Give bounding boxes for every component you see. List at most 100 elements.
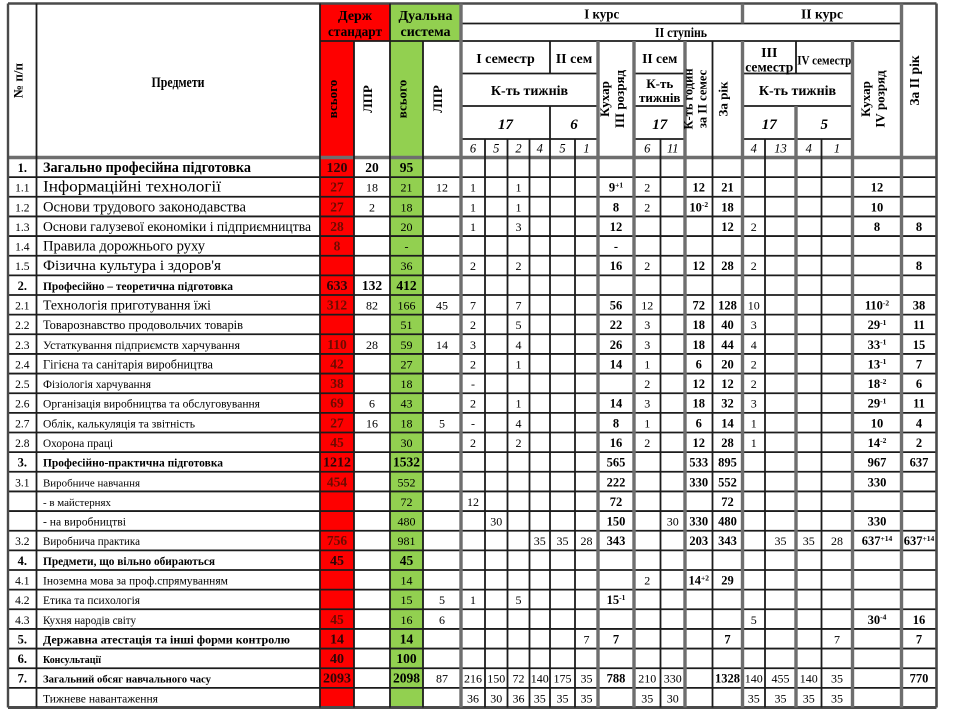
svg-text:К-ть: К-ть bbox=[646, 76, 673, 91]
svg-text:2: 2 bbox=[470, 259, 476, 273]
svg-text:К-ть тижнів: К-ть тижнів bbox=[759, 84, 837, 99]
svg-text:28: 28 bbox=[721, 259, 734, 273]
svg-text:480: 480 bbox=[398, 515, 416, 529]
svg-text:5: 5 bbox=[751, 613, 757, 627]
svg-text:56: 56 bbox=[610, 299, 623, 313]
svg-text:72: 72 bbox=[610, 495, 623, 509]
svg-text:6: 6 bbox=[570, 117, 578, 133]
svg-text:2: 2 bbox=[644, 181, 650, 195]
svg-text:5.: 5. bbox=[18, 632, 27, 646]
svg-text:3: 3 bbox=[516, 220, 522, 234]
svg-text:2: 2 bbox=[751, 220, 757, 234]
svg-text:637: 637 bbox=[910, 456, 929, 470]
svg-text:Предмети: Предмети bbox=[152, 75, 205, 91]
svg-text:18: 18 bbox=[693, 338, 706, 352]
svg-text:12: 12 bbox=[436, 181, 448, 195]
svg-text:1: 1 bbox=[470, 220, 476, 234]
svg-text:21: 21 bbox=[401, 181, 413, 195]
svg-text:1328: 1328 bbox=[715, 672, 740, 686]
svg-text:32: 32 bbox=[721, 397, 734, 411]
svg-text:1: 1 bbox=[644, 357, 650, 371]
svg-text:4.: 4. bbox=[18, 554, 27, 568]
svg-text:35: 35 bbox=[534, 534, 546, 548]
svg-text:4.2: 4.2 bbox=[15, 595, 30, 607]
svg-text:12: 12 bbox=[693, 436, 706, 450]
svg-text:8: 8 bbox=[613, 416, 619, 430]
svg-text:1: 1 bbox=[470, 593, 476, 607]
svg-text:150: 150 bbox=[487, 672, 505, 686]
svg-text:132: 132 bbox=[362, 278, 383, 293]
svg-text:1.4: 1.4 bbox=[15, 242, 30, 254]
svg-text:3: 3 bbox=[470, 338, 476, 352]
svg-text:72: 72 bbox=[693, 299, 706, 313]
svg-text:1.3: 1.3 bbox=[15, 222, 30, 234]
svg-text:12: 12 bbox=[467, 495, 479, 509]
svg-text:Етика та психологія: Етика та психологія bbox=[43, 595, 141, 607]
svg-text:30: 30 bbox=[490, 691, 502, 705]
svg-text:2.6: 2.6 bbox=[15, 399, 30, 411]
svg-text:6: 6 bbox=[696, 416, 702, 430]
svg-text:Професійно – теоретична підгот: Професійно – теоретична підготовка bbox=[43, 281, 233, 293]
svg-text:21: 21 bbox=[721, 181, 734, 195]
svg-text:2: 2 bbox=[644, 436, 650, 450]
svg-text:Виробниче навчання: Виробниче навчання bbox=[43, 477, 140, 489]
svg-text:45: 45 bbox=[330, 554, 344, 569]
svg-text:35: 35 bbox=[831, 691, 843, 705]
svg-text:72: 72 bbox=[401, 495, 413, 509]
svg-text:5: 5 bbox=[493, 142, 499, 156]
svg-text:42: 42 bbox=[330, 356, 344, 371]
svg-text:2: 2 bbox=[516, 259, 522, 273]
svg-text:28: 28 bbox=[831, 534, 843, 548]
svg-text:ІІ сем: ІІ сем bbox=[642, 51, 677, 66]
svg-text:ІІІ розряд: ІІІ розряд bbox=[612, 69, 627, 128]
svg-text:45: 45 bbox=[400, 553, 414, 568]
svg-text:330: 330 bbox=[868, 515, 887, 529]
svg-text:2: 2 bbox=[516, 436, 522, 450]
svg-text:14: 14 bbox=[330, 632, 344, 647]
svg-text:Організація виробництва та обс: Організація виробництва та обслуговуванн… bbox=[43, 398, 261, 411]
svg-text:8: 8 bbox=[916, 220, 922, 234]
svg-text:6: 6 bbox=[644, 142, 651, 156]
svg-text:35: 35 bbox=[581, 691, 593, 705]
svg-text:30: 30 bbox=[667, 515, 679, 529]
svg-text:7.: 7. bbox=[18, 672, 27, 686]
svg-text:51: 51 bbox=[401, 318, 413, 332]
svg-text:28: 28 bbox=[721, 436, 734, 450]
svg-text:16: 16 bbox=[610, 259, 623, 273]
svg-text:20: 20 bbox=[401, 220, 413, 234]
svg-text:140: 140 bbox=[745, 672, 763, 686]
svg-text:тижнів: тижнів bbox=[639, 90, 680, 105]
svg-text:29: 29 bbox=[721, 574, 734, 588]
svg-text:35: 35 bbox=[775, 691, 787, 705]
svg-text:всього: всього bbox=[395, 80, 410, 118]
svg-text:Дуальна: Дуальна bbox=[399, 9, 453, 24]
svg-text:36: 36 bbox=[513, 691, 525, 705]
svg-text:6: 6 bbox=[696, 357, 702, 371]
svg-text:27: 27 bbox=[330, 199, 344, 214]
svg-text:35: 35 bbox=[775, 534, 787, 548]
svg-text:8: 8 bbox=[334, 239, 341, 254]
svg-text:4: 4 bbox=[537, 142, 543, 156]
svg-text:1: 1 bbox=[751, 416, 757, 430]
svg-text:12: 12 bbox=[693, 259, 706, 273]
svg-text:ІV розряд: ІV розряд bbox=[873, 70, 888, 128]
svg-text:140: 140 bbox=[531, 672, 549, 686]
svg-text:11: 11 bbox=[667, 142, 679, 156]
svg-text:454: 454 bbox=[327, 474, 348, 489]
svg-text:всього: всього bbox=[325, 80, 340, 118]
svg-text:35: 35 bbox=[581, 672, 593, 686]
svg-text:2098: 2098 bbox=[393, 671, 420, 686]
svg-text:27: 27 bbox=[330, 180, 344, 195]
svg-text:ІІ курс: ІІ курс bbox=[801, 8, 843, 23]
svg-text:К-ть годин: К-ть годин bbox=[682, 68, 696, 129]
svg-text:4: 4 bbox=[751, 142, 757, 156]
svg-text:1.5: 1.5 bbox=[15, 261, 30, 273]
svg-text:Гігієна та санітарія виробницт: Гігієна та санітарія виробництва bbox=[43, 357, 214, 371]
svg-text:1: 1 bbox=[644, 416, 650, 430]
svg-text:10: 10 bbox=[871, 200, 884, 214]
svg-text:Тижневе навантаження: Тижневе навантаження bbox=[43, 692, 159, 705]
svg-text:27: 27 bbox=[330, 415, 344, 430]
svg-text:412: 412 bbox=[396, 278, 417, 293]
svg-text:6: 6 bbox=[439, 613, 445, 627]
svg-text:1.1: 1.1 bbox=[15, 183, 30, 195]
